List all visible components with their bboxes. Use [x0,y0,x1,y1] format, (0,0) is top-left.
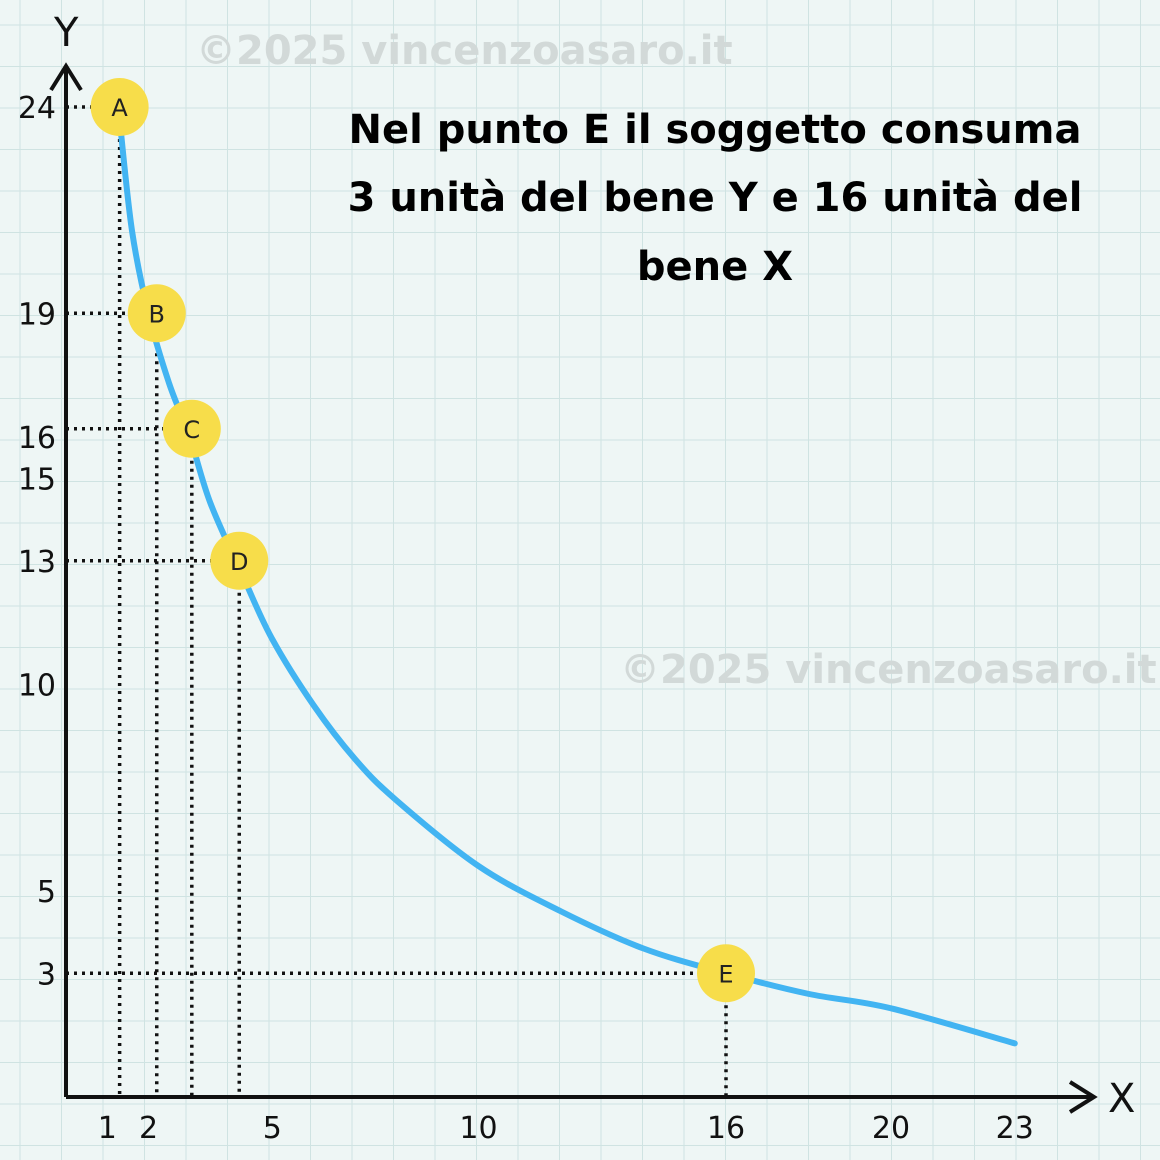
x-tick-label: 20 [872,1111,910,1146]
x-tick-label: 23 [996,1111,1034,1146]
point-label: A [111,94,128,122]
x-tick-label: 2 [139,1111,158,1146]
y-tick-label: 13 [18,545,56,580]
x-tick-label: 1 [98,1111,117,1146]
tick-labels: 1 2 5 10 16 20 23 3 5 10 13 15 16 19 24 [18,91,1034,1146]
point-c: C [162,399,221,458]
point-a: A [90,78,149,136]
point-label: C [183,416,200,444]
point-e: E [697,944,755,1003]
point-label: D [230,548,248,576]
point-d: D [210,531,269,590]
title-line-2: 3 unità del bene Y e 16 unità del [348,175,1083,221]
point-label: B [149,300,165,328]
x-axis-arrow [1068,1080,1098,1114]
watermark-top: ©2025 vincenzoasaro.it [196,28,733,74]
point-label: E [718,960,733,988]
point-marker [162,399,221,458]
points: A B C D E [90,78,755,1003]
x-tick-label: 5 [263,1111,282,1146]
y-axis-label: Y [53,10,79,56]
point-marker [127,284,186,343]
y-tick-label: 15 [18,462,56,497]
x-axis-label: X [1108,1076,1135,1122]
x-tick-label: 16 [707,1111,745,1146]
title-line-3: bene X [637,244,793,290]
x-tick-label: 10 [459,1111,497,1146]
y-tick-label: 24 [18,91,56,126]
y-tick-label: 5 [37,875,56,910]
y-axis-arrow [49,62,83,92]
point-marker [697,944,755,1003]
point-marker [90,78,149,136]
chart-title: Nel punto E il soggetto consuma 3 unità … [348,107,1083,290]
y-tick-label: 10 [18,669,56,704]
point-b: B [127,284,186,343]
y-tick-label: 19 [18,297,56,332]
indifference-curve [116,116,1018,1047]
title-line-1: Nel punto E il soggetto consuma [349,107,1082,153]
y-tick-label: 16 [18,421,56,456]
watermark-middle: ©2025 vincenzoasaro.it [620,647,1157,693]
guide-lines [66,105,728,1097]
y-tick-label: 3 [37,957,56,992]
point-marker [210,531,269,590]
axes: X Y [49,10,1135,1122]
